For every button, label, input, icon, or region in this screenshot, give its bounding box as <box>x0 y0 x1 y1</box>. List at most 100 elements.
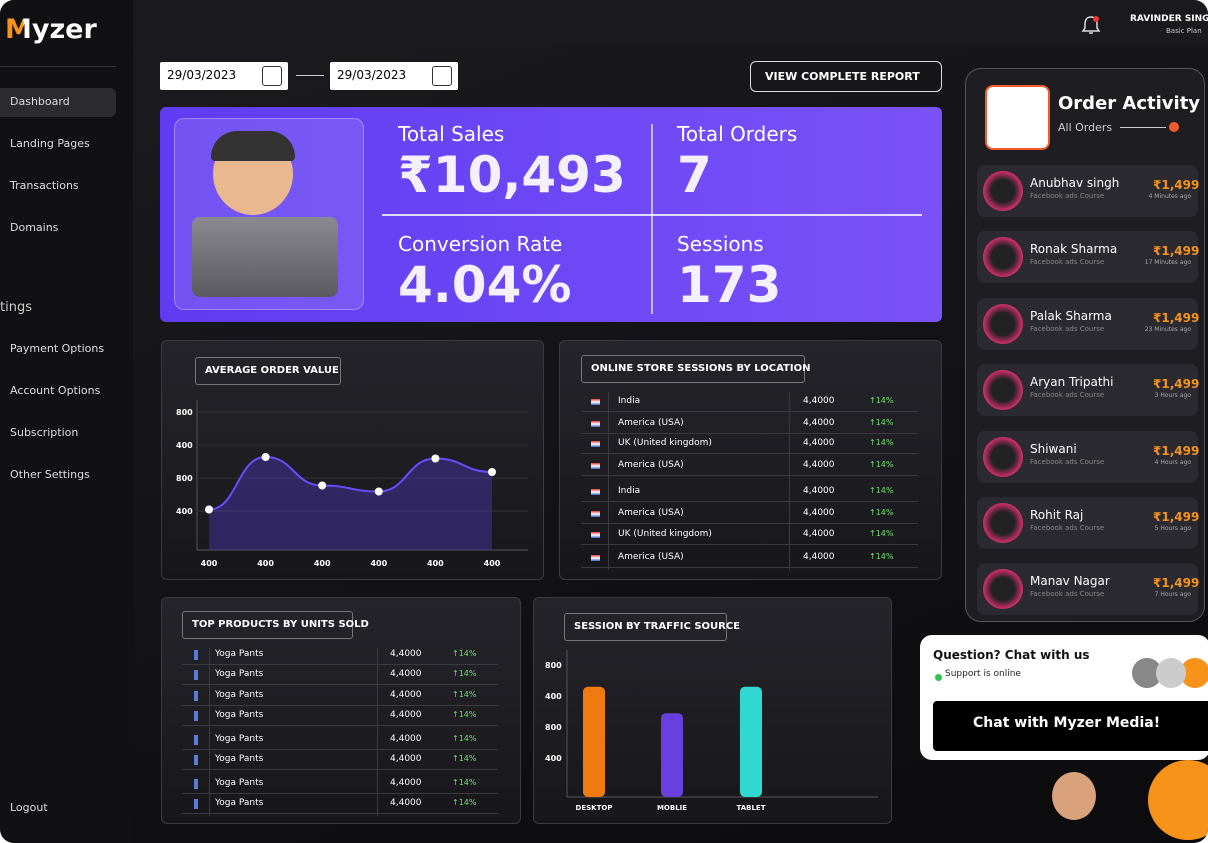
nav-item[interactable]: Subscription <box>10 426 79 439</box>
x-tick-label: 400 <box>484 559 501 568</box>
product: Yoga Pants <box>215 649 264 659</box>
nav-item[interactable]: Account Options <box>10 384 101 397</box>
bar <box>740 686 762 797</box>
amount: ₹1,499 <box>1153 443 1200 458</box>
row-line <box>182 749 498 750</box>
change: ↑14% <box>452 798 477 807</box>
nav-item[interactable]: Landing Pages <box>10 137 90 150</box>
dot <box>1169 122 1179 132</box>
panel-title-box <box>195 357 341 385</box>
sessions: 4,4000 <box>803 486 835 496</box>
flag <box>591 399 600 405</box>
change: ↑14% <box>452 669 477 678</box>
x-tick-label: 400 <box>257 559 274 568</box>
bell-icon[interactable] <box>1080 14 1102 36</box>
flag <box>591 532 600 538</box>
customer-name: Ronak Sharma <box>1030 242 1118 257</box>
x-tick-label: 400 <box>370 559 387 568</box>
divider <box>651 124 653 314</box>
country: India <box>618 486 641 496</box>
flag <box>591 441 600 447</box>
product-icon <box>194 755 198 765</box>
row-line <box>581 501 918 502</box>
change: ↑14% <box>869 552 894 561</box>
units: 4,4000 <box>390 649 422 659</box>
nav-item[interactable]: Domains <box>10 221 59 234</box>
nav-item[interactable]: Dashboard <box>10 95 70 108</box>
agent-avatar <box>1156 658 1186 688</box>
nav-item[interactable]: Payment Options <box>10 342 105 355</box>
chat-button-label[interactable]: Chat with Myzer Media! <box>973 715 1161 731</box>
col-line <box>789 392 790 570</box>
sessions: 4,4000 <box>803 418 835 428</box>
product: Yoga Pants <box>215 778 264 788</box>
y-tick-label: 400 <box>176 507 193 516</box>
panel <box>559 340 942 580</box>
order-title: Order Activity <box>1058 93 1201 114</box>
x-tick-label: 400 <box>427 559 444 568</box>
stat-value: 7 <box>677 146 712 204</box>
customer-avatar <box>983 171 1023 211</box>
row-line <box>581 544 918 545</box>
time: 17 Minutes ago <box>1144 259 1191 267</box>
y-tick-label: 800 <box>176 474 193 483</box>
panel <box>161 340 544 580</box>
amount: ₹1,499 <box>1153 377 1200 392</box>
time: 5 Hours ago <box>1154 525 1191 532</box>
logo: Myzer <box>5 14 97 45</box>
launcher[interactable] <box>1148 760 1208 840</box>
x-tick-label: MOBLIE <box>657 804 687 812</box>
panel <box>161 597 521 824</box>
chat-status: Support is online <box>945 669 1021 679</box>
row-line <box>182 664 498 665</box>
panel-title-box <box>564 613 727 641</box>
customer-name: Rohit Raj <box>1030 508 1084 522</box>
row-line <box>581 433 918 434</box>
row-line <box>581 475 918 476</box>
product-icon <box>194 670 198 680</box>
logout[interactable]: Logout <box>10 801 48 814</box>
change: ↑14% <box>452 734 477 743</box>
sessions: 4,4000 <box>803 508 835 518</box>
bar <box>583 686 605 797</box>
col-line <box>608 392 609 570</box>
change: ↑14% <box>869 438 894 447</box>
units: 4,4000 <box>390 734 422 744</box>
flag <box>591 463 600 469</box>
chat-button[interactable] <box>933 701 1208 751</box>
country: UK (United kingdom) <box>618 529 712 539</box>
stat-label: Total Orders <box>677 122 798 146</box>
nav-item[interactable]: Other Settings <box>10 468 90 481</box>
row-line <box>581 453 918 454</box>
panel-title-box <box>581 355 805 383</box>
stat-label: Sessions <box>677 232 764 256</box>
laptop <box>192 217 338 297</box>
active-item <box>0 88 116 117</box>
stat-value: ₹10,493 <box>398 146 626 204</box>
time: 4 Hours ago <box>1154 458 1191 466</box>
time: 3 Hours ago <box>1154 392 1191 400</box>
sessions: 4,4000 <box>803 529 835 539</box>
product: Yoga Pants <box>215 690 264 700</box>
course: Facebook ads Course <box>1030 391 1105 400</box>
area <box>209 457 492 550</box>
course: Facebook ads Course <box>1030 258 1105 267</box>
change: ↑14% <box>452 690 477 699</box>
sessions: 4,4000 <box>803 552 835 562</box>
nav-item[interactable]: Transactions <box>10 179 79 192</box>
customer-avatar <box>983 303 1023 344</box>
country: America (USA) <box>618 552 684 562</box>
country: America (USA) <box>618 460 684 470</box>
panel-title: ONLINE STORE SESSIONS BY LOCATION <box>591 363 811 374</box>
y-tick-label: 400 <box>545 692 562 701</box>
x-tick-label: DESKTOP <box>576 804 613 812</box>
x-tick-label: 400 <box>201 559 218 568</box>
calendar-icon <box>262 66 282 86</box>
online-dot <box>935 674 942 681</box>
stat-value: 173 <box>677 256 782 314</box>
units: 4,4000 <box>390 778 422 788</box>
memoji <box>1052 772 1096 820</box>
sessions: 4,4000 <box>803 460 835 470</box>
units: 4,4000 <box>390 669 422 679</box>
report-button[interactable] <box>750 61 942 92</box>
